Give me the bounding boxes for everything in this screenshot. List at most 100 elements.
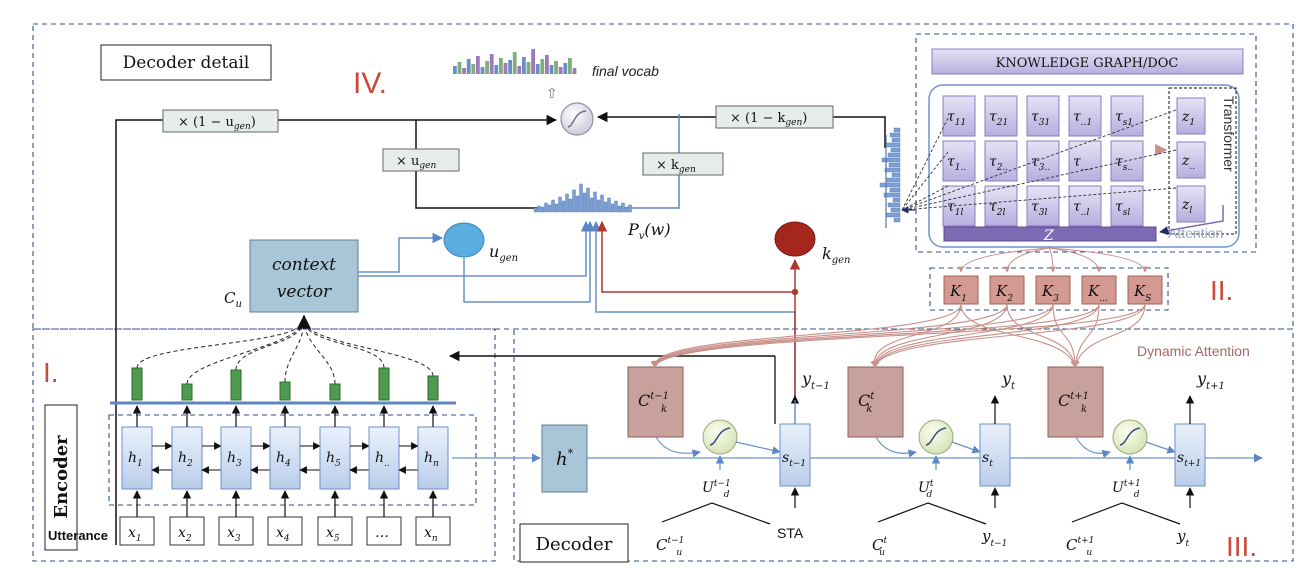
attention-weight-bar bbox=[329, 383, 341, 401]
pv-bar bbox=[558, 196, 562, 213]
final-vocab-bar bbox=[522, 57, 526, 74]
final-vocab-bar bbox=[499, 58, 503, 74]
input-label: x5 bbox=[326, 525, 340, 544]
ugen-multiplier-label: × ugen bbox=[396, 154, 436, 171]
output-label: yt−1 bbox=[801, 369, 830, 392]
ud-label: Ut−1 d bbox=[702, 479, 731, 500]
utterance-token bbox=[366, 516, 402, 546]
hidden-label: h.. bbox=[375, 450, 390, 469]
pv-label: Pv(w) bbox=[627, 220, 671, 242]
z-cell bbox=[1176, 185, 1206, 223]
final-vocab-bar bbox=[485, 61, 489, 74]
pv-bar bbox=[610, 203, 615, 213]
kg-bar bbox=[886, 177, 901, 183]
final-vocab-bar bbox=[558, 67, 563, 74]
pv-bar bbox=[582, 192, 587, 213]
final-vocab-bar bbox=[535, 64, 540, 74]
final-vocab-bar bbox=[466, 59, 471, 74]
pv-bar bbox=[575, 195, 580, 213]
tau-label: τ3l bbox=[1031, 199, 1047, 218]
input-label: xn bbox=[424, 525, 438, 544]
entity-embedding-grid: τ11 τ21 τ31 τ..1 τs1 τ1.. τ2.. τ3.. τ.... τs.. τ1l… bbox=[942, 95, 1168, 227]
hidden-label: h5 bbox=[326, 450, 341, 469]
final-vocab-bar bbox=[572, 68, 577, 74]
kg-bar bbox=[887, 152, 901, 158]
kg-bar bbox=[883, 192, 901, 198]
pv-bar bbox=[600, 194, 604, 213]
state-label: st−1 bbox=[782, 450, 806, 469]
pv-bar bbox=[544, 202, 548, 213]
k-cell-label: K3 bbox=[1041, 282, 1059, 304]
output-label: yt bbox=[1001, 369, 1016, 392]
decoder-chain: Ct−1 k st−1 yt−1 Ut−1 d Ct−1 u STA Ct k st yt Ut d Ct u y… bbox=[587, 356, 1263, 558]
decoder-detail-label: Decoder detail bbox=[123, 53, 250, 73]
k-cell-label: K2 bbox=[995, 282, 1013, 304]
pv-bar bbox=[533, 207, 538, 213]
up-arrow-icon: ⇧ bbox=[546, 85, 558, 101]
kg-bar bbox=[891, 172, 901, 178]
kg-bar bbox=[885, 212, 901, 218]
final-vocab-bar bbox=[494, 65, 499, 74]
tau-cell bbox=[1068, 140, 1102, 182]
knowledge-context-box bbox=[1047, 366, 1104, 438]
final-vocab-bar bbox=[554, 61, 558, 74]
tau-cell bbox=[1026, 185, 1060, 227]
kgen-node bbox=[774, 221, 816, 257]
pv-bar bbox=[568, 198, 573, 213]
encoder-hidden-cell bbox=[121, 426, 153, 490]
hstar-box: h* bbox=[541, 424, 588, 493]
k-cell-label: K... bbox=[1087, 282, 1108, 304]
pv-bar bbox=[589, 197, 594, 213]
kg-bar bbox=[889, 132, 901, 138]
z-cell-label: z1 bbox=[1181, 109, 1195, 128]
attention-weight-bar bbox=[279, 381, 291, 401]
tau-label: τs1 bbox=[1115, 109, 1133, 128]
final-vocab-bar bbox=[549, 65, 554, 74]
final-vocab-bar bbox=[545, 55, 549, 74]
transformer-label: Transformer bbox=[1221, 96, 1237, 172]
pv-bar bbox=[614, 200, 618, 213]
pv-bar bbox=[596, 199, 601, 213]
utterance-token bbox=[415, 516, 451, 546]
final-vocab-bar bbox=[471, 64, 476, 74]
gate-sigma bbox=[1112, 419, 1148, 455]
encoder-inputs: x1 x2 x3 x4 x5 … xn bbox=[119, 490, 451, 546]
context-label: context bbox=[272, 255, 336, 275]
pv-bar bbox=[603, 201, 608, 213]
tau-cell bbox=[1110, 185, 1144, 227]
tau-cell bbox=[1026, 140, 1060, 182]
kgen-label: kgen bbox=[822, 244, 850, 266]
knowledge-graph-block: KNOWLEDGE GRAPH/DOC bbox=[928, 48, 1244, 248]
tau-label: τ3.. bbox=[1031, 154, 1050, 173]
tau-cell bbox=[1110, 95, 1144, 137]
z-label: Z bbox=[1043, 228, 1054, 244]
start-token-label: STA bbox=[777, 525, 804, 541]
pv-bar bbox=[547, 204, 552, 213]
tau-cell bbox=[942, 140, 976, 182]
attention-weight-bar bbox=[378, 367, 390, 401]
prev-output-label: yt−1 bbox=[981, 527, 1007, 549]
input-label: … bbox=[375, 525, 389, 541]
final-vocab-bar bbox=[540, 59, 545, 74]
k-cell bbox=[1035, 275, 1071, 305]
dynamic-attention-curves bbox=[650, 303, 1146, 368]
utterance-token bbox=[267, 516, 303, 546]
ck-label: Ct k bbox=[858, 391, 875, 415]
pv-bar bbox=[540, 206, 545, 213]
tau-label: τ..1 bbox=[1073, 109, 1092, 128]
hidden-label: h2 bbox=[178, 450, 193, 469]
decoder-state bbox=[779, 423, 811, 487]
ud-label: Ut d bbox=[918, 479, 934, 500]
attention-label: Attention bbox=[1168, 225, 1223, 241]
z-cell-label: z.. bbox=[1181, 153, 1195, 172]
final-vocab-bar bbox=[476, 56, 480, 74]
ck-label: Ct+1 k bbox=[1058, 391, 1089, 415]
tau-label: τ21 bbox=[989, 109, 1008, 128]
tau-cell bbox=[984, 185, 1018, 227]
final-vocab-bar bbox=[531, 49, 535, 74]
final-vocab-bar bbox=[462, 68, 466, 74]
one-minus-ugen-label: × (1 − ugen) bbox=[178, 115, 256, 132]
z-cell-label: zl bbox=[1181, 197, 1192, 216]
tau-label: τ1l bbox=[947, 199, 963, 218]
